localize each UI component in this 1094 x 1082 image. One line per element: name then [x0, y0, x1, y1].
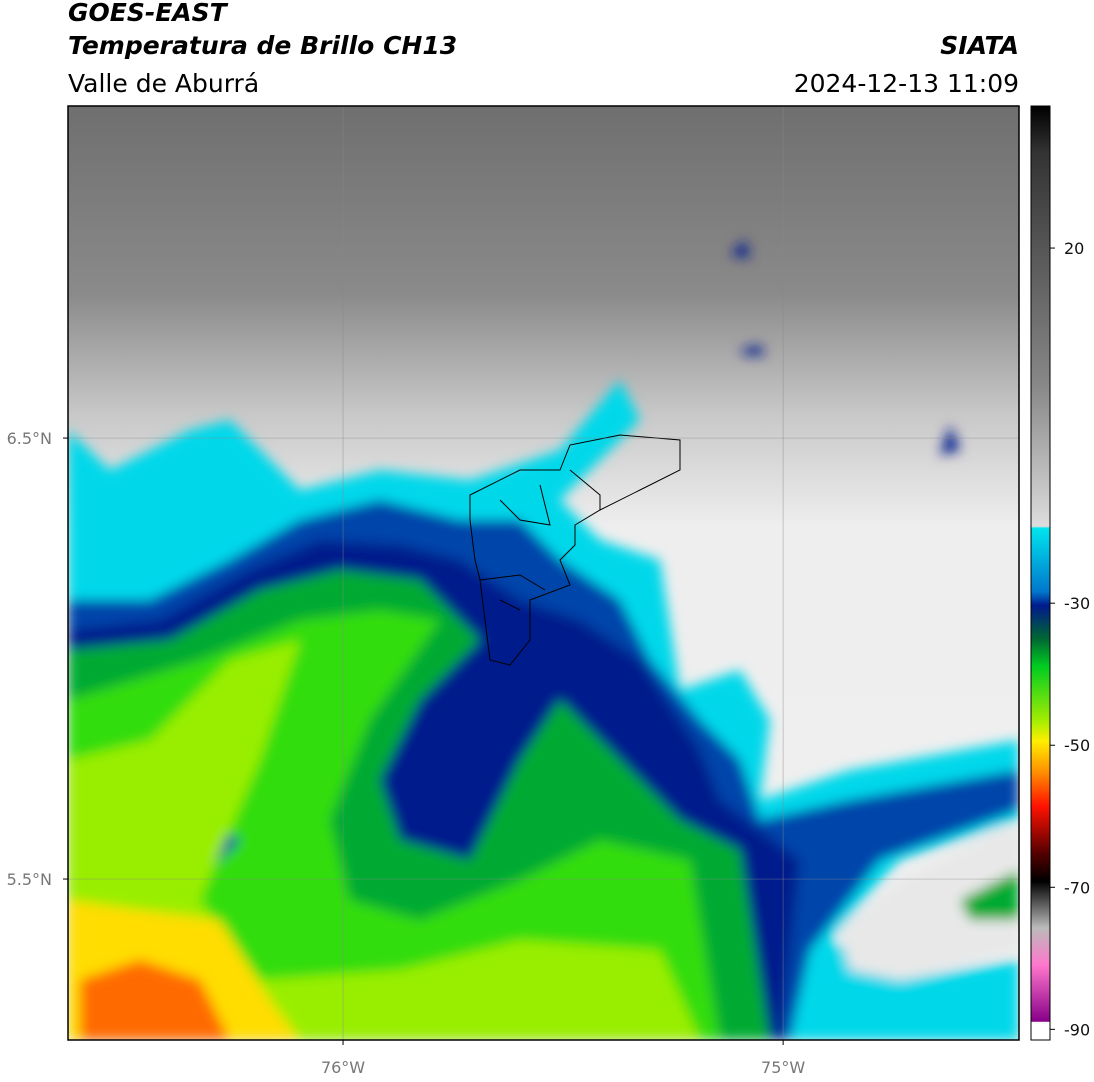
source: SIATA: [940, 31, 1019, 60]
colorbar-tick-label: 20: [1064, 239, 1084, 258]
region: Valle de Aburrá: [68, 69, 259, 98]
colorbar-tick-label: -30: [1064, 594, 1090, 613]
x-tick-label: 76°W: [321, 1058, 365, 1077]
satellite-image: [68, 106, 1019, 1040]
y-tick-label: 5.5°N: [7, 870, 52, 889]
colorbar-tick-label: -50: [1064, 736, 1090, 755]
y-tick-label: 6.5°N: [7, 429, 52, 448]
x-tick-label: 75°W: [761, 1058, 805, 1077]
colorbar-tick-label: -90: [1064, 1020, 1090, 1039]
colorbar: [1030, 105, 1051, 1041]
subtitle: Temperatura de Brillo CH13: [68, 31, 457, 60]
datetime: 2024-12-13 11:09: [794, 69, 1019, 98]
colorbar-tick-label: -70: [1064, 878, 1090, 897]
map-frame: [67, 105, 1020, 1041]
title: GOES-EAST: [68, 0, 229, 27]
